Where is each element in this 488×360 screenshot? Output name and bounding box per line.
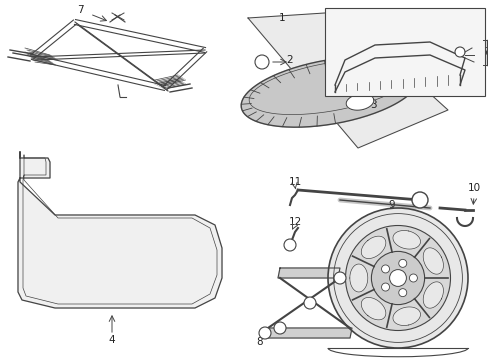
Polygon shape (392, 307, 420, 325)
Circle shape (371, 251, 424, 305)
Text: 8: 8 (256, 337, 263, 347)
Circle shape (408, 274, 417, 282)
Circle shape (411, 192, 427, 208)
Circle shape (345, 225, 449, 330)
Circle shape (381, 265, 389, 273)
Circle shape (254, 55, 268, 69)
Polygon shape (241, 57, 418, 127)
Text: 6: 6 (428, 13, 434, 23)
Circle shape (381, 283, 389, 291)
Polygon shape (361, 297, 385, 320)
Polygon shape (392, 230, 420, 249)
Circle shape (398, 259, 406, 267)
Polygon shape (265, 328, 351, 338)
Text: 5: 5 (480, 47, 486, 57)
Polygon shape (349, 264, 367, 292)
Polygon shape (346, 94, 373, 110)
Text: 11: 11 (288, 177, 301, 187)
Polygon shape (326, 70, 362, 90)
Polygon shape (422, 282, 443, 308)
Text: 1: 1 (278, 13, 285, 23)
Circle shape (327, 208, 467, 348)
Circle shape (259, 327, 270, 339)
Bar (325, 8, 484, 96)
Polygon shape (422, 248, 443, 274)
Circle shape (304, 297, 315, 309)
Circle shape (454, 47, 464, 57)
Circle shape (398, 289, 406, 297)
Circle shape (389, 270, 406, 287)
Text: 12: 12 (288, 217, 301, 227)
Polygon shape (361, 236, 385, 258)
Text: 9: 9 (388, 200, 394, 210)
Text: 3: 3 (369, 100, 376, 110)
Polygon shape (247, 12, 447, 148)
Polygon shape (18, 152, 222, 308)
Text: 7: 7 (77, 5, 83, 15)
Text: 2: 2 (286, 55, 293, 65)
Circle shape (333, 272, 346, 284)
Circle shape (284, 239, 295, 251)
Polygon shape (278, 268, 339, 278)
Circle shape (273, 322, 285, 334)
Text: 10: 10 (467, 183, 480, 193)
Text: 4: 4 (108, 335, 115, 345)
